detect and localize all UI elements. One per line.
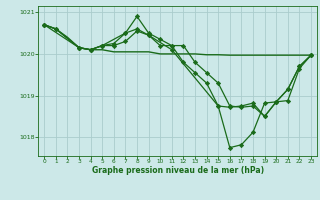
X-axis label: Graphe pression niveau de la mer (hPa): Graphe pression niveau de la mer (hPa) [92, 166, 264, 175]
